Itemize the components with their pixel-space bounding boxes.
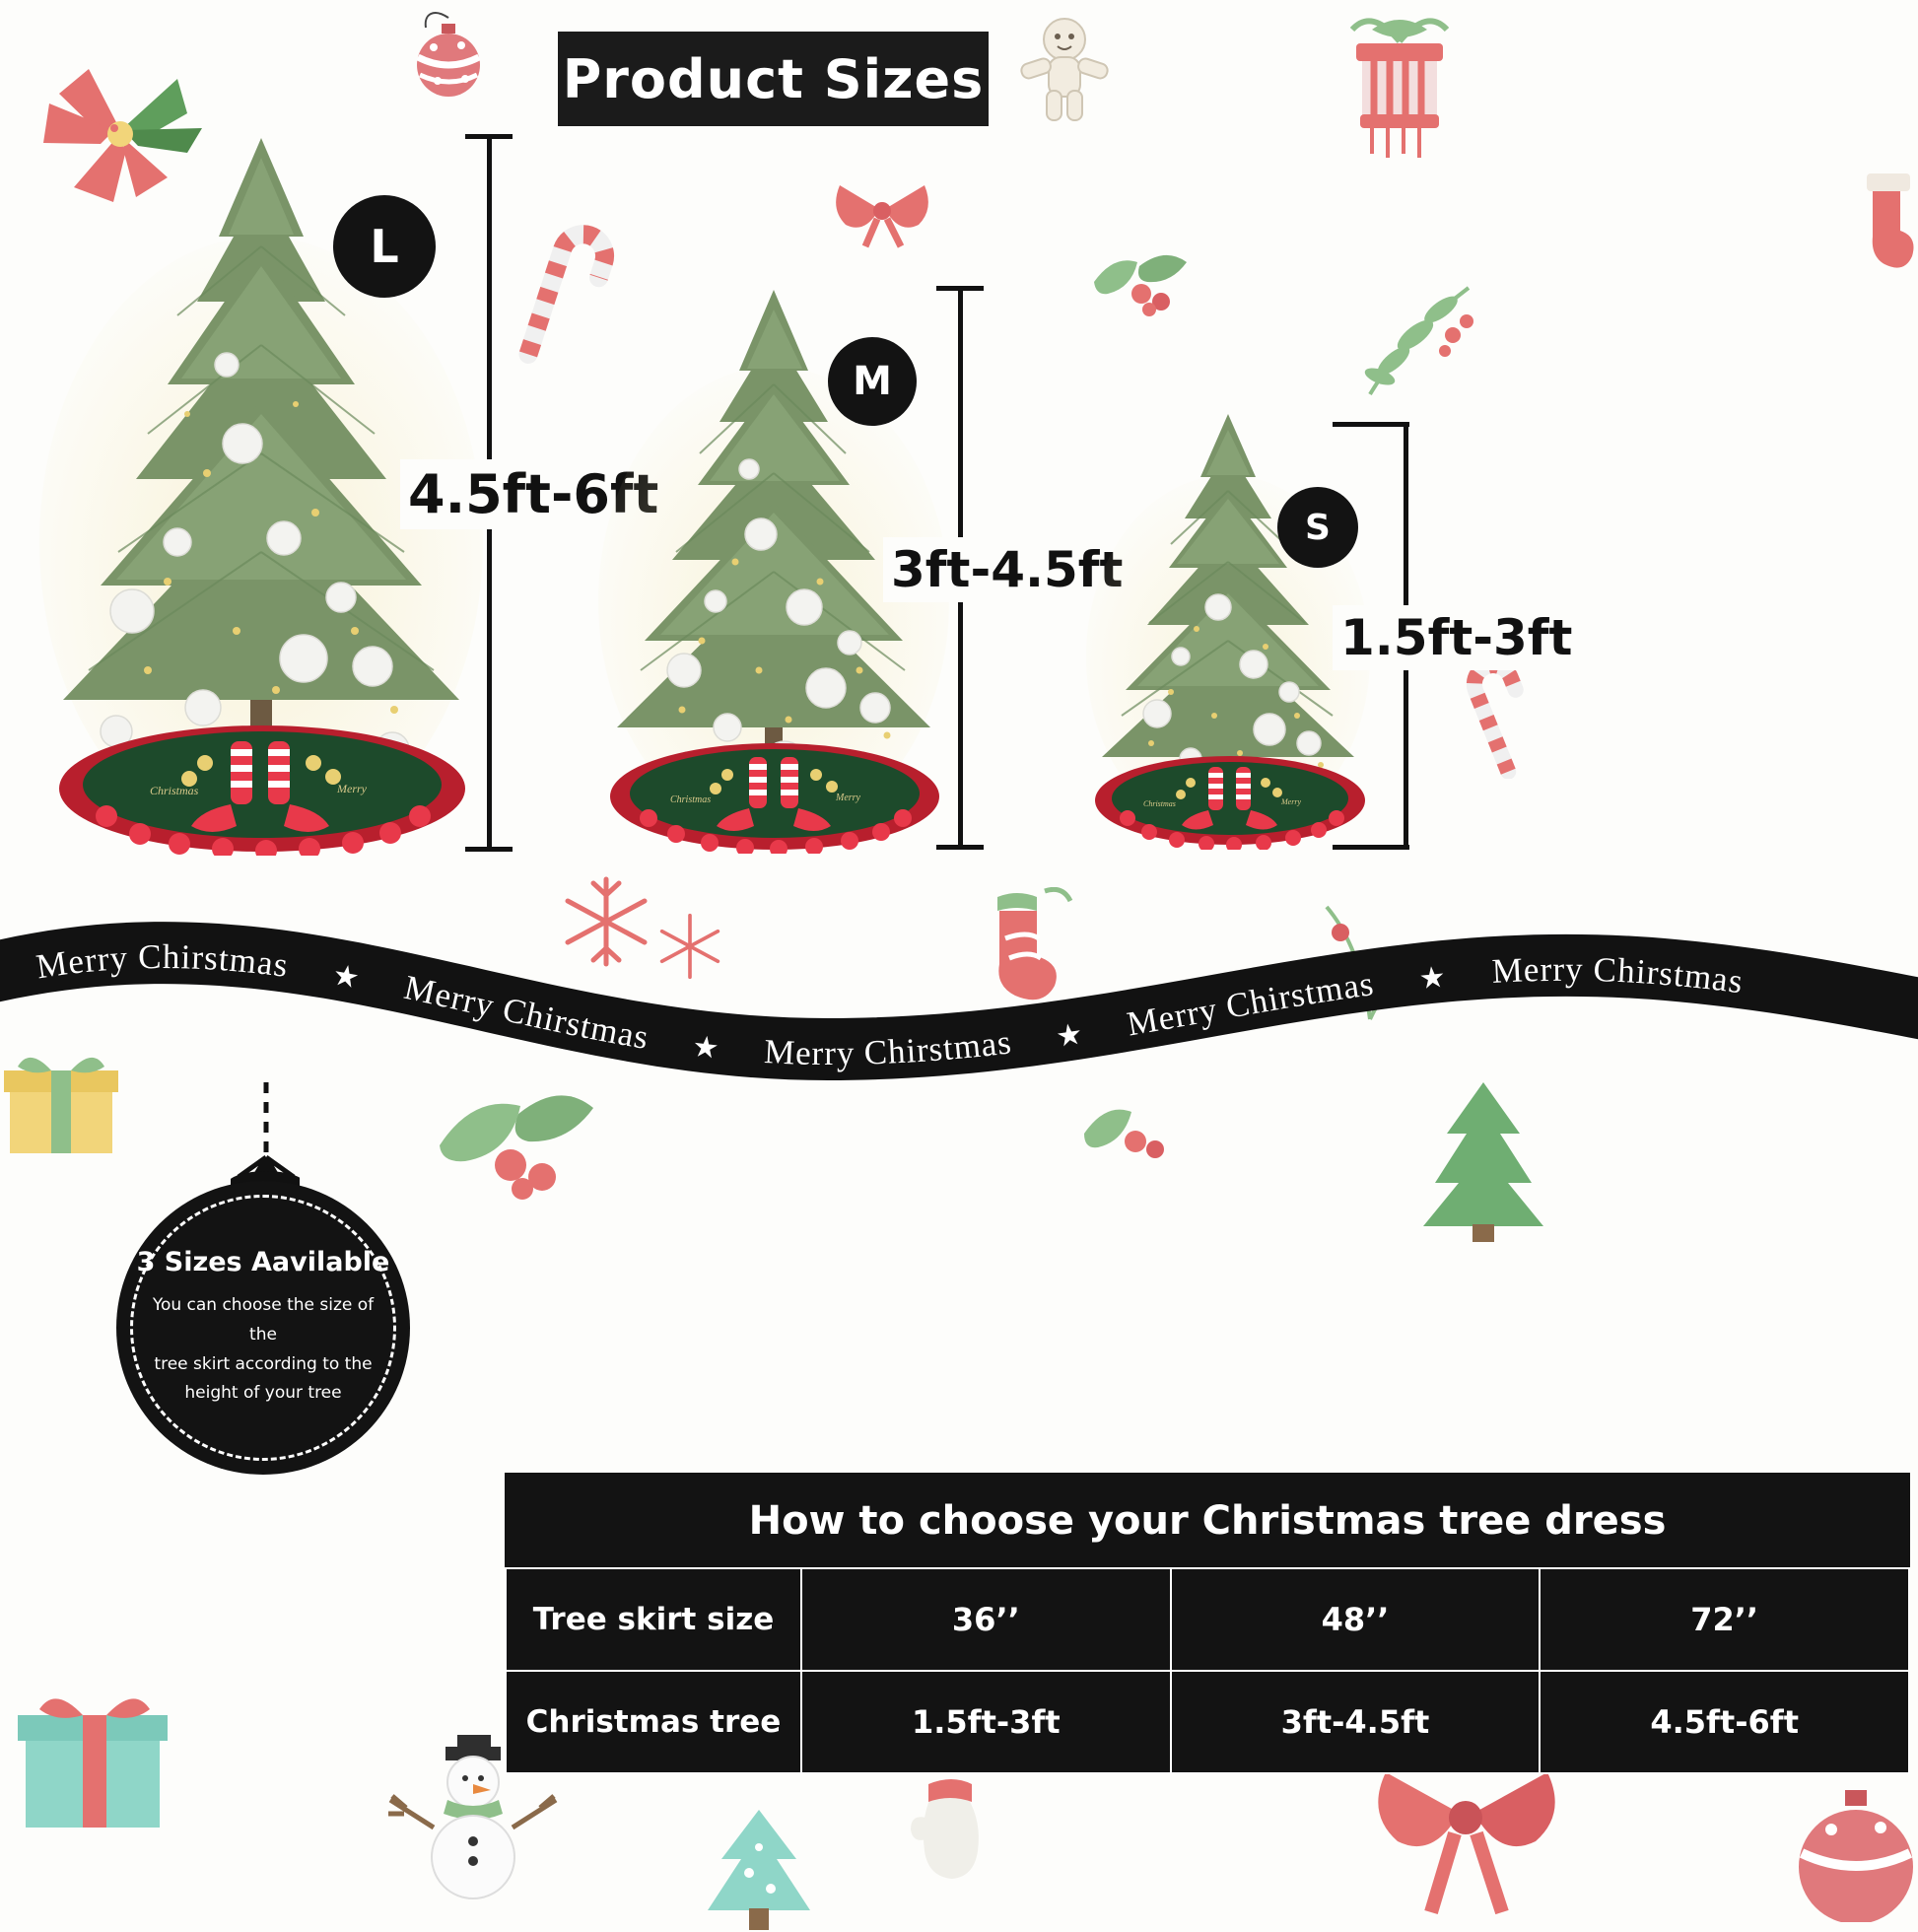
mitten-icon (911, 1779, 979, 1879)
table-row: Christmas tree 1.5ft-3ft 3ft-4.5ft 4.5ft… (505, 1670, 1910, 1774)
table-cell-skirt-72: 72’’ (1539, 1567, 1910, 1672)
sizes-available-ornament: 3 Sizes Aavilable You can choose the siz… (116, 1082, 410, 1496)
ornament-dashed-border (130, 1195, 396, 1461)
stocking-icon (1867, 173, 1914, 268)
lantern-icon (1349, 18, 1450, 158)
pine-tree-icon (708, 1810, 810, 1930)
size-badge-large-label: L (370, 220, 399, 273)
table-cell-tree-small: 1.5ft-3ft (800, 1670, 1172, 1774)
table-row: Tree skirt size 36’’ 48’’ 72’’ (505, 1567, 1910, 1672)
table-cell-skirt-48: 48’’ (1169, 1567, 1541, 1672)
size-badge-medium: M (828, 337, 917, 426)
ornament-ball-icon (1799, 1790, 1913, 1922)
table-cell-tree-medium: 3ft-4.5ft (1169, 1670, 1541, 1774)
dimension-cap-small-bottom (1333, 845, 1409, 850)
dimension-cap-medium-top (936, 286, 984, 291)
table-row-header-skirt: Tree skirt size (505, 1567, 802, 1672)
tree-image-large (30, 118, 493, 858)
gingerbread-man-icon (1020, 18, 1109, 121)
table-row-header-tree: Christmas tree (505, 1670, 802, 1774)
table-cell-skirt-36: 36’’ (800, 1567, 1172, 1672)
holly-icon (1094, 254, 1187, 316)
tree-image-small (1080, 404, 1376, 838)
dimension-label-medium: 3ft-4.5ft (883, 537, 1131, 602)
mistletoe-icon (1364, 286, 1473, 396)
size-badge-small-label: S (1305, 507, 1331, 548)
table-title: How to choose your Christmas tree dress (748, 1498, 1667, 1544)
dimension-cap-small-top (1333, 422, 1409, 427)
size-comparison-table: How to choose your Christmas tree dress … (505, 1473, 1910, 1774)
bow-icon (836, 185, 928, 248)
dimension-label-small: 1.5ft-3ft (1333, 605, 1581, 670)
size-badge-medium-label: M (853, 359, 892, 404)
dimension-cap-large-top (465, 134, 513, 139)
merry-christmas-ribbon: Merry Chirstmas ★ Merry Chirstmas ★ Merr… (0, 922, 1918, 1080)
size-badge-large: L (333, 195, 436, 298)
ornament-ball-icon (416, 12, 481, 97)
bow-icon (1378, 1772, 1555, 1915)
dimension-cap-medium-bottom (936, 845, 984, 850)
size-badge-small: S (1277, 487, 1358, 568)
page-title-banner: Product Sizes (558, 32, 989, 126)
page-title: Product Sizes (562, 47, 985, 110)
size-table-grid: Tree skirt size 36’’ 48’’ 72’’ Christmas… (505, 1567, 1910, 1774)
table-cell-tree-large: 4.5ft-6ft (1539, 1670, 1910, 1774)
dimension-cap-large-bottom (465, 847, 513, 852)
gift-box-icon (18, 1698, 168, 1828)
